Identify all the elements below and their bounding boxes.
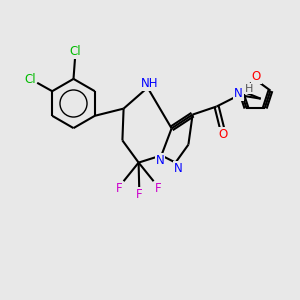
Text: H: H bbox=[244, 83, 253, 94]
Text: N: N bbox=[156, 154, 165, 167]
Text: Cl: Cl bbox=[24, 73, 35, 86]
Text: Cl: Cl bbox=[69, 45, 81, 58]
Text: N: N bbox=[173, 161, 182, 175]
Text: F: F bbox=[116, 182, 122, 195]
Text: NH: NH bbox=[141, 77, 159, 90]
Text: O: O bbox=[252, 70, 261, 83]
Text: F: F bbox=[136, 188, 142, 201]
Text: O: O bbox=[219, 128, 228, 141]
Text: F: F bbox=[155, 182, 161, 195]
Text: N: N bbox=[234, 87, 243, 100]
